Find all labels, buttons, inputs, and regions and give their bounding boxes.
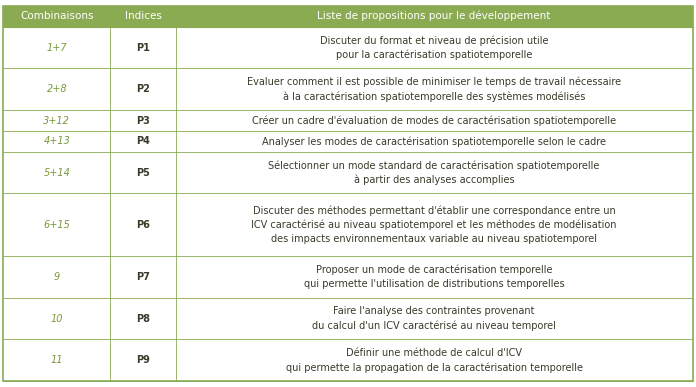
Text: 6+15: 6+15 [43,220,70,230]
Text: Discuter du format et niveau de précision utile
pour la caractérisation spatiote: Discuter du format et niveau de précisio… [320,35,548,60]
Bar [3,152,693,194]
Bar [3,256,693,298]
Bar [3,194,693,256]
Bar [3,339,693,381]
Text: 11: 11 [51,355,63,365]
Text: 5+14: 5+14 [43,168,70,178]
Bar [3,298,693,339]
Bar [3,68,693,110]
Text: P9: P9 [136,355,150,365]
Bar [3,27,693,68]
Text: P5: P5 [136,168,150,178]
Text: Evaluer comment il est possible de minimiser le temps de travail nécessaire
à la: Evaluer comment il est possible de minim… [247,77,622,102]
Text: Discuter des méthodes permettant d'établir une correspondance entre un
ICV carac: Discuter des méthodes permettant d'établ… [251,205,617,244]
Text: Définir une méthode de calcul d'ICV
qui permette la propagation de la caractéris: Définir une méthode de calcul d'ICV qui … [285,348,583,373]
Text: P6: P6 [136,220,150,230]
Bar [3,6,693,27]
Text: Faire l'analyse des contraintes provenant
du calcul d'un ICV caractérisé au nive: Faire l'analyse des contraintes provenan… [313,307,556,331]
Text: Sélectionner un mode standard de caractérisation spatiotemporelle
à partir des a: Sélectionner un mode standard de caracté… [269,160,600,185]
Text: P1: P1 [136,43,150,53]
Text: Créer un cadre d'évaluation de modes de caractérisation spatiotemporelle: Créer un cadre d'évaluation de modes de … [252,115,616,126]
Text: Indices: Indices [125,11,161,21]
Text: Analyser les modes de caractérisation spatiotemporelle selon le cadre: Analyser les modes de caractérisation sp… [262,136,606,147]
Text: 1+7: 1+7 [47,43,68,53]
Text: 9: 9 [54,272,60,282]
Text: P7: P7 [136,272,150,282]
Text: Liste de propositions pour le développement: Liste de propositions pour le développem… [317,11,551,22]
Text: P3: P3 [136,115,150,125]
Bar [3,131,693,152]
Text: P8: P8 [136,313,150,324]
Text: 2+8: 2+8 [47,84,68,94]
Text: P2: P2 [136,84,150,94]
Text: 10: 10 [51,313,63,324]
Text: Proposer un mode de caractérisation temporelle
qui permette l'utilisation de dis: Proposer un mode de caractérisation temp… [304,265,564,289]
Bar [3,110,693,131]
Text: 3+12: 3+12 [43,115,70,125]
Text: Combinaisons: Combinaisons [20,11,94,21]
Text: 4+13: 4+13 [43,136,70,146]
Text: P4: P4 [136,136,150,146]
